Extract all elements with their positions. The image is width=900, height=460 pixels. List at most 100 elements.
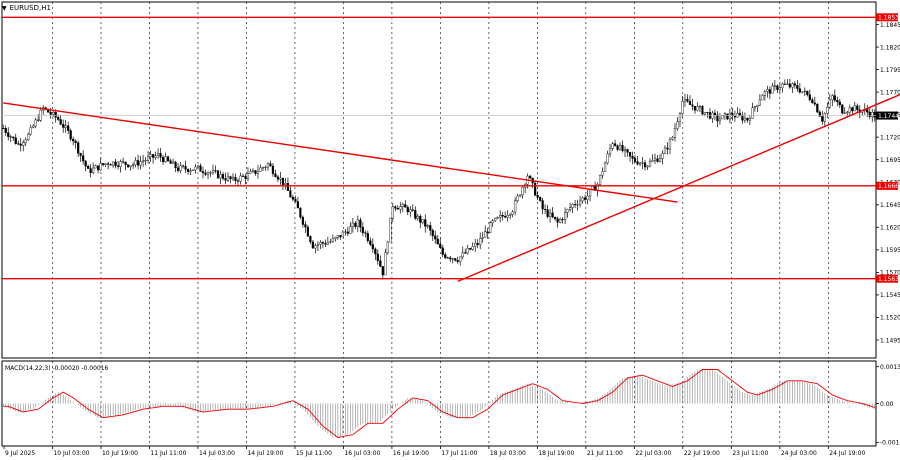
candle <box>491 218 494 227</box>
candle-body <box>451 258 454 260</box>
y-tick-label: 1.1520 <box>880 315 900 322</box>
candle-body <box>683 99 687 102</box>
candle-body <box>658 158 662 162</box>
candle <box>281 177 285 190</box>
candle-body <box>406 207 409 213</box>
candle <box>171 158 175 164</box>
candle <box>494 217 497 223</box>
candle <box>174 160 177 172</box>
candle-body <box>569 207 572 210</box>
candle <box>386 240 389 255</box>
candle <box>536 191 539 201</box>
candle <box>641 156 644 170</box>
candle <box>434 230 437 244</box>
candle <box>194 164 197 174</box>
candle <box>791 82 794 94</box>
candle <box>668 136 672 155</box>
candle-body <box>291 196 295 200</box>
candle-body <box>651 159 654 162</box>
candle <box>224 172 227 185</box>
candle <box>419 214 422 229</box>
candle-body <box>224 178 227 181</box>
candle <box>274 169 277 178</box>
candle-body <box>818 111 821 117</box>
candle <box>456 256 459 264</box>
candle-body <box>156 153 160 156</box>
candle-body <box>444 254 447 258</box>
chart-title[interactable]: ▼ EURUSD,H1 <box>2 2 51 14</box>
candle <box>296 197 300 209</box>
candle-body <box>59 119 62 125</box>
candle <box>107 161 110 170</box>
x-tick-label: 24 Jul 03:00 <box>781 450 817 457</box>
candle-body <box>211 170 215 173</box>
candle-body <box>816 103 819 113</box>
candle <box>838 98 841 109</box>
candle <box>119 159 122 173</box>
candle-body <box>279 177 282 180</box>
candle <box>489 221 492 233</box>
y-tick-label: 1.1770 <box>880 89 900 96</box>
candle <box>474 238 477 252</box>
candle <box>64 119 67 133</box>
macd-y-tick-label: -0.00137 <box>880 440 900 447</box>
x-tick-label: 18 Jul 19:00 <box>538 450 574 457</box>
candle-body <box>176 167 180 171</box>
candle-body <box>104 163 107 165</box>
candle <box>768 86 771 100</box>
candle-body <box>449 257 452 260</box>
candle-body <box>12 136 15 139</box>
candle-body <box>504 216 507 218</box>
candle <box>406 205 409 216</box>
candle-body <box>753 106 756 109</box>
candle <box>653 153 657 164</box>
candle-body <box>141 160 145 162</box>
candle <box>206 171 210 180</box>
y-tick-label: 1.1820 <box>880 44 900 51</box>
candle <box>329 238 332 244</box>
candle <box>336 234 339 240</box>
candle-body <box>823 113 826 122</box>
candle-body <box>401 204 404 207</box>
candle <box>766 85 769 98</box>
candle-body <box>578 200 582 205</box>
symbol-dropdown-icon[interactable]: ▼ <box>2 4 7 12</box>
candle <box>124 161 127 171</box>
candle <box>511 210 514 218</box>
candle-body <box>514 200 517 213</box>
candle-body <box>696 106 699 111</box>
candle <box>581 196 584 204</box>
candle-body <box>221 174 225 179</box>
candle <box>626 148 629 157</box>
candle <box>122 157 125 164</box>
candle-body <box>441 247 444 255</box>
candle <box>176 163 180 173</box>
candle <box>199 163 202 172</box>
candle <box>556 216 559 228</box>
candle <box>431 228 434 241</box>
candle <box>234 173 237 185</box>
candle <box>109 163 112 166</box>
candle <box>688 95 692 105</box>
candle-body <box>459 256 462 262</box>
candle <box>504 211 507 219</box>
candle <box>411 204 414 212</box>
candle-body <box>134 160 137 165</box>
candle <box>324 239 327 248</box>
candle <box>316 241 319 252</box>
candle-body <box>67 125 70 131</box>
candle-body <box>339 235 342 238</box>
candle <box>856 103 859 114</box>
candle <box>701 104 704 116</box>
candle <box>14 133 17 145</box>
candle-body <box>491 220 494 223</box>
y-tick-label: 1.1620 <box>880 225 900 232</box>
candle <box>544 204 547 215</box>
candle <box>723 112 727 120</box>
candle-body <box>496 217 499 219</box>
candle-body <box>429 225 432 231</box>
candle-body <box>166 156 170 161</box>
candle <box>309 235 312 244</box>
candle-body <box>159 153 162 158</box>
